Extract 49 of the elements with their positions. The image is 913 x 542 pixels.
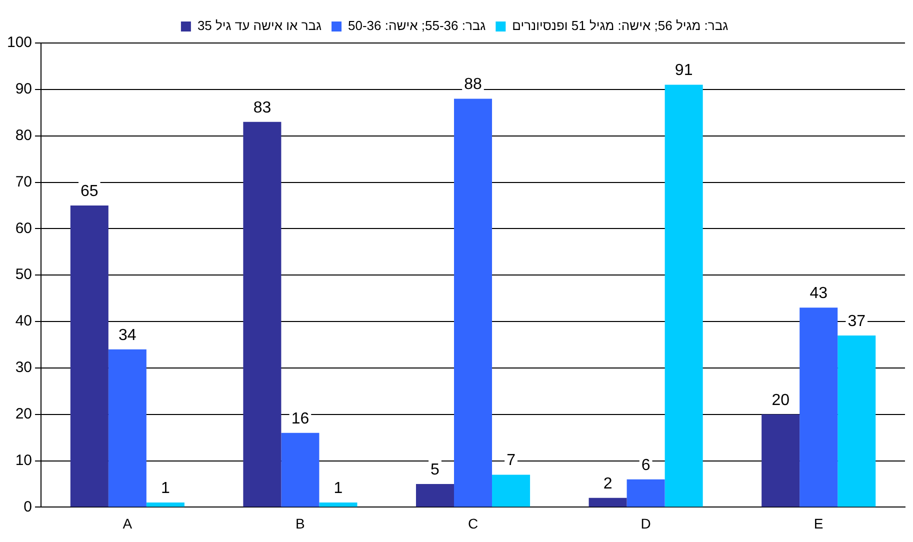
- bar: [626, 479, 665, 507]
- data-label: 2: [603, 475, 612, 492]
- bar: [416, 484, 454, 507]
- y-tick-label: 20: [15, 406, 32, 422]
- data-label: 20: [772, 392, 790, 409]
- data-label: 16: [291, 410, 310, 428]
- y-tick-label: 80: [15, 126, 32, 144]
- bar: [454, 98, 492, 507]
- x-tick-label: A: [122, 515, 133, 532]
- x-tick-label: C: [468, 515, 478, 532]
- bar: [588, 498, 627, 507]
- bar: [664, 84, 703, 507]
- data-label: 1: [160, 480, 170, 497]
- data-label: 6: [641, 456, 650, 474]
- legend-label: גבר: 55-36; אישה: 50-36: [348, 18, 486, 34]
- data-label: 5: [430, 461, 440, 478]
- y-tick-label: 0: [24, 498, 32, 516]
- data-label: 1: [334, 480, 343, 497]
- bar: [492, 474, 530, 507]
- data-label: 34: [118, 326, 136, 344]
- bar: [800, 308, 838, 507]
- bar: [838, 335, 876, 507]
- x-tick-label: B: [296, 515, 305, 532]
- bar: [70, 205, 108, 507]
- x-tick-label: D: [640, 515, 651, 532]
- x-tick-label: E: [814, 515, 824, 532]
- y-tick-label: 10: [15, 452, 32, 469]
- y-tick-label: 90: [15, 80, 32, 98]
- bar: [146, 502, 184, 507]
- y-tick-label: 50: [15, 266, 32, 284]
- y-tick-label: 70: [15, 173, 32, 190]
- bar: [762, 414, 800, 507]
- data-label: 7: [506, 452, 516, 470]
- data-label: 37: [848, 312, 866, 330]
- y-tick-label: 60: [15, 220, 32, 237]
- legend-label: גבר: מגיל 56; אישה: מגיל 51 ופנסיונרים: [512, 18, 729, 34]
- data-label: 83: [253, 99, 272, 116]
- data-label: 65: [80, 182, 98, 200]
- bar: [108, 349, 146, 507]
- legend-label: גבר או אישה עד גיל 35: [197, 18, 322, 34]
- y-tick-label: 30: [15, 359, 32, 376]
- bar: [243, 122, 282, 507]
- data-label: 43: [810, 285, 828, 302]
- bar: [281, 432, 320, 507]
- data-label: 91: [674, 62, 693, 80]
- y-tick-label: 40: [15, 312, 32, 330]
- y-tick-label: 100: [6, 34, 32, 52]
- bar: [319, 502, 358, 507]
- data-label: 88: [464, 76, 482, 94]
